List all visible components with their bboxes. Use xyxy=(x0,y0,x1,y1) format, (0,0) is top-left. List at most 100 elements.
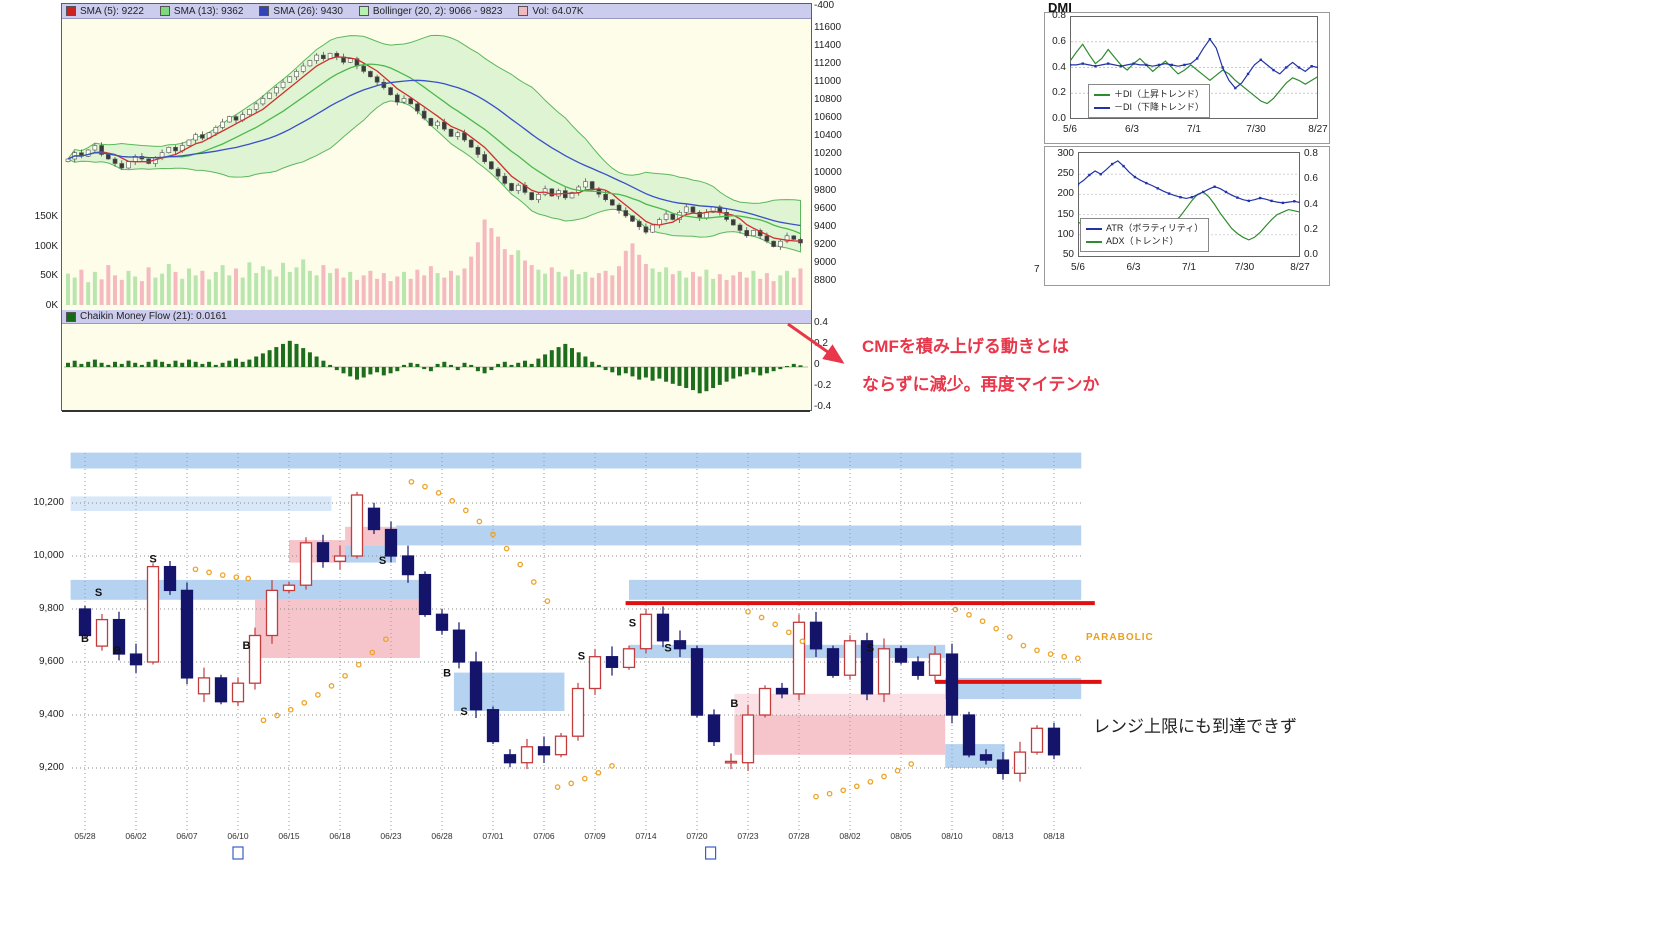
date-tick-label: 06/15 xyxy=(278,831,300,841)
legend-label: ATR（ボラティリティ） xyxy=(1106,223,1204,233)
axis-tick-label: 100K xyxy=(34,240,58,252)
axis-tick-label: 0.0 xyxy=(1304,249,1318,260)
volume-swatch-icon xyxy=(518,6,529,16)
axis-tick-label: 150 xyxy=(1057,208,1074,220)
date-tick-label: 06/23 xyxy=(380,831,402,841)
date-tick-label: 08/18 xyxy=(1043,831,1065,841)
signal-marker: B xyxy=(730,698,738,710)
axis-tick-label: 9200 xyxy=(814,238,837,250)
parabolic-label: PARABOLIC xyxy=(1086,632,1154,643)
axis-tick-label: 8800 xyxy=(814,274,837,286)
date-tick-label: 06/07 xyxy=(176,831,198,841)
legend-item-cmf: Chaikin Money Flow (21): 0.0161 xyxy=(66,311,227,322)
date-tick-label: 06/28 xyxy=(431,831,453,841)
cmf-legend: Chaikin Money Flow (21): 0.0161 xyxy=(62,310,811,324)
axis-tick-label: 10400 xyxy=(814,130,842,142)
axis-tick-label: 100 xyxy=(1057,228,1074,240)
bollinger-swatch-icon xyxy=(358,6,369,16)
legend-label: Vol: 64.07K xyxy=(532,5,584,17)
signal-marker: S xyxy=(867,642,874,654)
axis-tick-label: 0.6 xyxy=(1052,35,1066,47)
legend-item-volume: Vol: 64.07K xyxy=(518,5,584,17)
axis-tick-label: 6/3 xyxy=(1125,124,1139,135)
axis-tick-label: -0.4 xyxy=(814,401,832,412)
plusdi-line-icon xyxy=(1094,93,1110,96)
atr-legend-atr: ATR（ボラティリティ） xyxy=(1086,222,1203,235)
legend-item-sma26: SMA (26): 9430 xyxy=(259,5,343,17)
legend-label: －DI（下降トレンド） xyxy=(1114,102,1205,112)
dmi-title: DMI xyxy=(1048,0,1072,15)
axis-tick-label: 11400 xyxy=(814,40,842,52)
axis-tick-label: 9000 xyxy=(814,256,837,268)
axis-tick-label: 11000 xyxy=(814,76,842,88)
legend-label: ADX（トレンド） xyxy=(1106,236,1179,246)
signal-marker: B xyxy=(443,668,451,680)
cmf-chart xyxy=(62,325,810,412)
axis-tick-label: 7/1 xyxy=(1182,262,1196,273)
axis-tick-label: 9600 xyxy=(814,202,837,214)
axis-tick-label: -0.2 xyxy=(814,380,832,391)
legend-label: ＋DI（上昇トレンド） xyxy=(1114,89,1205,99)
signal-marker: S xyxy=(95,587,102,599)
signal-marker: S xyxy=(149,554,156,566)
cmf-annotation-line2: ならずに減少。再度マイテンか xyxy=(862,375,1100,394)
date-tick-label: 07/20 xyxy=(686,831,708,841)
atr-line-icon xyxy=(1086,227,1102,230)
axis-tick-label: 0.4 xyxy=(1052,61,1066,73)
adx-line-icon xyxy=(1086,240,1102,243)
signal-marker: S xyxy=(664,642,671,654)
axis-tick-label: 5/6 xyxy=(1063,124,1077,135)
axis-tick-label: 0.8 xyxy=(1052,10,1066,21)
axis-tick-label: 0.4 xyxy=(1304,198,1318,210)
legend-label: SMA (26): 9430 xyxy=(273,5,343,17)
date-tick-label: 07/28 xyxy=(788,831,810,841)
sma26-swatch-icon xyxy=(259,6,270,16)
axis-tick-label: 8/27 xyxy=(1308,124,1328,135)
axis-tick-label: 5/6 xyxy=(1071,262,1085,273)
axis-label-top: -400 xyxy=(814,0,835,11)
axis-tick-label: 10,000 xyxy=(33,550,64,561)
dmi-legend-plusdi: ＋DI（上昇トレンド） xyxy=(1094,88,1204,101)
date-tick-label: 06/10 xyxy=(227,831,249,841)
axis-tick-label: 300 xyxy=(1057,148,1074,159)
axis-tick-label: 7/1 xyxy=(1187,124,1201,135)
date-tick-label: 06/02 xyxy=(125,831,147,841)
main-chart-panel: SMA (5): 9222 SMA (13): 9362 SMA (26): 9… xyxy=(61,3,812,412)
date-tick-label: 07/09 xyxy=(584,831,606,841)
axis-tick-label: 0.2 xyxy=(1052,87,1066,99)
axis-tick-label: 10,200 xyxy=(33,497,64,508)
legend-label: SMA (5): 9222 xyxy=(80,5,144,17)
date-tick-label: 08/10 xyxy=(941,831,963,841)
date-tick-label: 07/23 xyxy=(737,831,759,841)
atr-legend-adx: ADX（トレンド） xyxy=(1086,235,1203,248)
axis-tick-label: 9,600 xyxy=(38,656,64,667)
axis-tick-label: 9,400 xyxy=(38,709,64,720)
sma13-swatch-icon xyxy=(159,6,170,16)
date-tick-label: 07/01 xyxy=(482,831,504,841)
date-tick-label: 07/06 xyxy=(533,831,555,841)
minusdi-line-icon xyxy=(1094,106,1110,109)
axis-tick-label: 11600 xyxy=(814,22,842,33)
axis-tick-label: 0.2 xyxy=(1304,223,1318,235)
axis-tick-label: 10600 xyxy=(814,112,842,124)
axis-tick-label: 10000 xyxy=(814,166,842,178)
signal-marker: B xyxy=(243,640,251,652)
axis-tick-label: 9,800 xyxy=(38,603,64,614)
axis-tick-label: 7/30 xyxy=(1234,262,1255,273)
signal-marker: B xyxy=(113,645,121,657)
axis-tick-label: 11200 xyxy=(814,58,842,70)
axis-tick-label: 250 xyxy=(1057,168,1074,180)
signal-marker: B xyxy=(81,633,89,645)
axis-tick-label: 9400 xyxy=(814,220,837,232)
date-tick-label: 08/13 xyxy=(992,831,1014,841)
axis-tick-label: 200 xyxy=(1057,188,1074,200)
legend-label: SMA (13): 9362 xyxy=(173,5,244,17)
signal-marker: S xyxy=(629,617,636,629)
date-tick-label: 06/18 xyxy=(329,831,351,841)
axis-tick-label: 50K xyxy=(40,270,58,281)
axis-tick-label: 0.0 xyxy=(1052,113,1066,124)
dmi-legend-minusdi: －DI（下降トレンド） xyxy=(1094,101,1204,114)
sma5-swatch-icon xyxy=(66,6,76,16)
cmf-swatch-icon xyxy=(66,311,76,322)
axis-tick-label: 0.8 xyxy=(1304,148,1318,159)
